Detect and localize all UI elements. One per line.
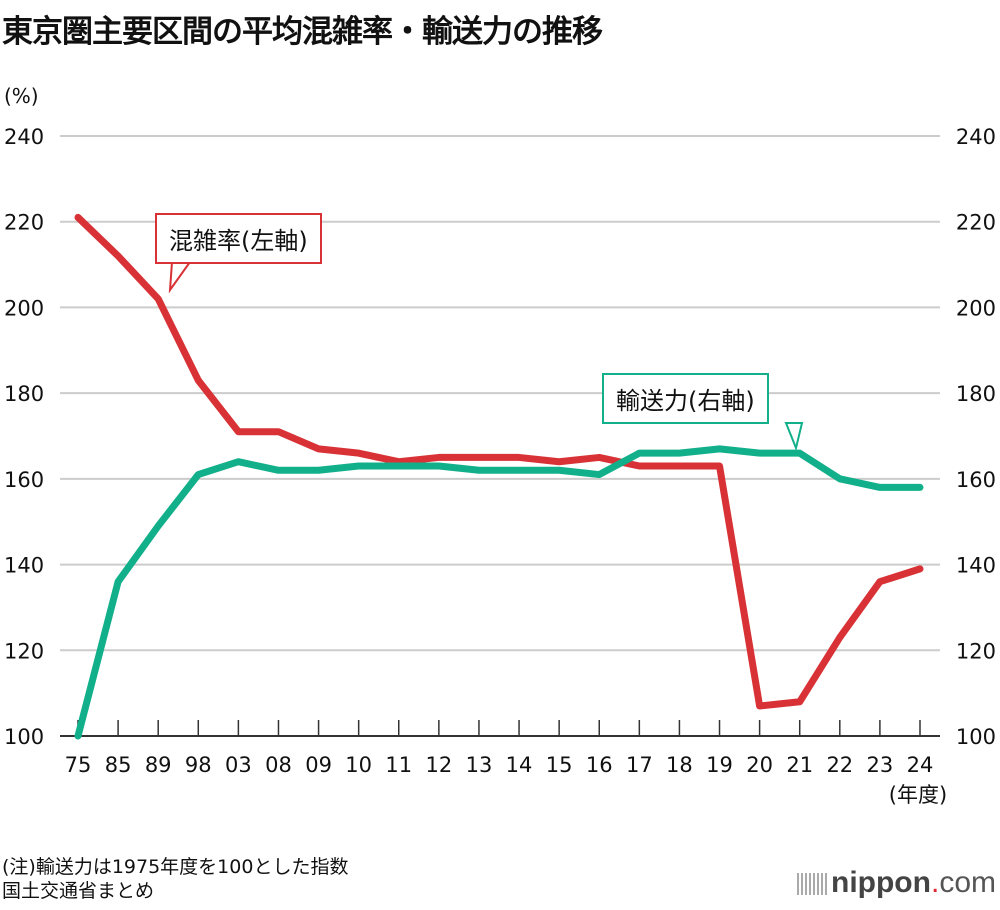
y-tick-left: 200 — [4, 296, 44, 320]
x-axis-label: (年度) — [889, 783, 947, 807]
x-tick-label: 20 — [746, 753, 773, 777]
x-tick-label: 89 — [145, 753, 172, 777]
y-tick-left: 240 — [4, 125, 44, 149]
x-tick-label: 03 — [225, 753, 252, 777]
x-tick-label: 23 — [867, 753, 894, 777]
legend-callout-capacity: 輸送力(右軸) — [602, 373, 769, 424]
x-tick-label: 22 — [826, 753, 853, 777]
y-tick-left: 160 — [4, 468, 44, 492]
y-tick-right: 220 — [956, 211, 996, 235]
footnote: (注)輸送力は1975年度を100とした指数 — [2, 856, 349, 878]
y-tick-right: 180 — [956, 382, 996, 406]
y-tick-right: 200 — [956, 296, 996, 320]
x-tick-label: 09 — [305, 753, 332, 777]
y-tick-right: 100 — [956, 725, 996, 749]
x-tick-label: 75 — [65, 753, 92, 777]
y-tick-left: 100 — [4, 725, 44, 749]
y-tick-left: 140 — [4, 554, 44, 578]
y-tick-right: 240 — [956, 125, 996, 149]
x-tick-label: 12 — [425, 753, 452, 777]
y-tick-right: 140 — [956, 554, 996, 578]
series-line-0 — [74, 213, 924, 710]
chart-title: 東京圏主要区間の平均混雑率・輸送力の推移 — [2, 14, 603, 50]
x-tick-label: 18 — [666, 753, 693, 777]
logo-bars-icon — [797, 873, 827, 896]
callout-pointer-capacity — [784, 422, 804, 452]
x-tick-label: 14 — [506, 753, 533, 777]
callout-pointer-congestion — [168, 261, 192, 294]
x-tick-label: 19 — [706, 753, 733, 777]
nippon-logo: nippon.com — [797, 866, 996, 900]
x-tick-label: 85 — [105, 753, 132, 777]
x-tick-label: 24 — [907, 753, 934, 777]
x-tick-label: 13 — [466, 753, 493, 777]
y-tick-right: 160 — [956, 468, 996, 492]
x-tick-label: 08 — [265, 753, 292, 777]
x-tick-label: 98 — [185, 753, 212, 777]
x-tick-label: 15 — [546, 753, 573, 777]
y-tick-left: 220 — [4, 211, 44, 235]
y-tick-right: 120 — [956, 639, 996, 663]
x-tick-label: 16 — [586, 753, 613, 777]
x-tick-label: 10 — [345, 753, 372, 777]
y-axis-label: (%) — [4, 84, 39, 108]
series-line-1 — [74, 445, 924, 740]
x-tick-label: 21 — [786, 753, 813, 777]
legend-callout-congestion: 混雑率(左軸) — [155, 213, 322, 264]
y-tick-left: 180 — [4, 382, 44, 406]
y-tick-left: 120 — [4, 639, 44, 663]
source-note: 国土交通省まとめ — [2, 880, 155, 902]
x-tick-label: 17 — [626, 753, 653, 777]
x-tick-label: 11 — [385, 753, 412, 777]
